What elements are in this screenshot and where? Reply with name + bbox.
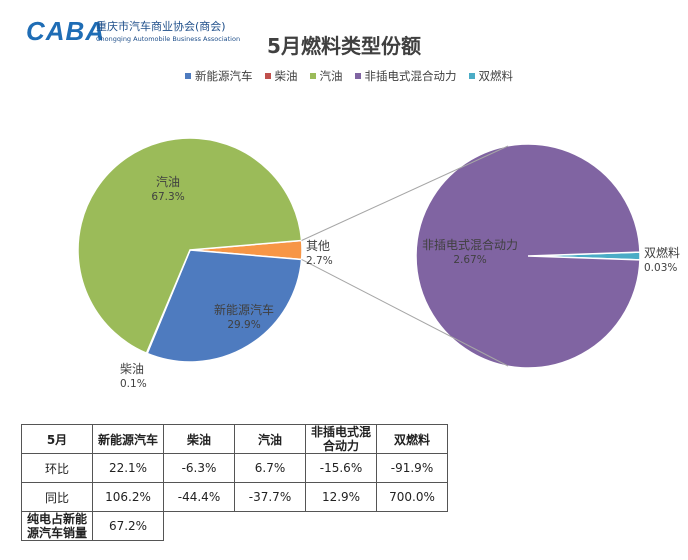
data-label-diesel: 柴油: [120, 362, 144, 376]
table-row: 同比 106.2% -44.4% -37.7% 12.9% 700.0%: [21, 482, 448, 512]
legend-swatch: [185, 73, 191, 79]
table-row-label: 环比: [21, 453, 93, 483]
logo-name-en: Chongqing Automobile Business Associatio…: [96, 35, 241, 43]
table-row: 环比 22.1% -6.3% 6.7% -15.6% -91.9%: [21, 453, 448, 483]
table-footer-row: 纯电占新能源汽车销量 67.2%: [21, 511, 448, 541]
data-label-gasoline: 汽油: [156, 174, 180, 189]
legend-item: 双燃料: [468, 68, 514, 84]
pie-slice-2: [77, 137, 303, 355]
table-cell: -6.3%: [163, 453, 235, 483]
data-label-nev: 新能源汽车: [214, 302, 274, 317]
caba-logo: CABA 重庆市汽车商业协会(商会) Chongqing Automobile …: [26, 14, 256, 50]
table-header-cell: 柴油: [163, 424, 235, 454]
table-cell: -37.7%: [234, 482, 306, 512]
connector-line-top: [301, 145, 509, 241]
table-cell: -91.9%: [376, 453, 448, 483]
data-label-other: 其他: [306, 239, 330, 253]
table-header-cell: 5月: [21, 424, 93, 454]
table-header-cell: 新能源汽车: [92, 424, 164, 454]
legend-item: 柴油: [264, 68, 298, 84]
chart-legend: 新能源汽车 柴油 汽油 非插电式混合动力 双燃料: [185, 68, 513, 84]
data-label-dual-fuel: 0.03%: [644, 262, 677, 274]
connector-line-bottom: [301, 259, 509, 367]
legend-label: 新能源汽车: [195, 69, 253, 83]
table-cell: -15.6%: [305, 453, 377, 483]
table-footer-label: 纯电占新能源汽车销量: [21, 511, 93, 541]
legend-item: 汽油: [309, 68, 343, 84]
sub-pie-slice-0: [415, 143, 641, 369]
legend-item: 非插电式混合动力: [354, 68, 457, 84]
table-header-row: 5月 新能源汽车 柴油 汽油 非插电式混合动力 双燃料: [21, 424, 448, 454]
table-cell: 106.2%: [92, 482, 164, 512]
pie-of-pie-chart: 汽油 67.3% 新能源汽车 29.9% 柴油 0.1% 其他 2.7% 非插电式混合动力 2.6…: [77, 137, 680, 390]
logo-mark: CABA: [26, 16, 106, 46]
table-header-cell: 双燃料: [376, 424, 448, 454]
pie-slice-0: [146, 249, 303, 363]
data-label-phev: 非插电式混合动力: [422, 237, 518, 252]
legend-label: 双燃料: [478, 69, 514, 83]
table-cell: 12.9%: [305, 482, 377, 512]
table-footer-value: 67.2%: [92, 511, 164, 541]
table-header-cell: 非插电式混合动力: [305, 424, 377, 454]
legend-label: 非插电式混合动力: [364, 69, 457, 83]
data-label-dual-fuel: 双燃料: [644, 245, 680, 260]
table-cell: 22.1%: [92, 453, 164, 483]
chart-title: 5月燃料类型份额: [267, 34, 421, 58]
data-label-gasoline: 67.3%: [151, 191, 184, 203]
legend-label: 汽油: [319, 69, 343, 83]
legend-swatch: [468, 73, 475, 79]
table-cell: 6.7%: [234, 453, 306, 483]
logo-name-cn: 重庆市汽车商业协会(商会): [96, 20, 226, 33]
data-label-diesel: 0.1%: [120, 378, 147, 390]
stats-table: 5月 新能源汽车 柴油 汽油 非插电式混合动力 双燃料 环比 22.1% -6.…: [21, 424, 448, 541]
legend-label: 柴油: [274, 69, 298, 83]
legend-swatch: [309, 73, 316, 79]
legend-swatch: [354, 73, 361, 79]
data-label-other: 2.7%: [306, 255, 333, 267]
data-label-nev: 29.9%: [227, 319, 260, 331]
table-cell: 700.0%: [376, 482, 448, 512]
table-row-label: 同比: [21, 482, 93, 512]
table-header-cell: 汽油: [234, 424, 306, 454]
table-cell: -44.4%: [163, 482, 235, 512]
legend-item: 新能源汽车: [185, 68, 253, 84]
legend-swatch: [264, 73, 271, 79]
data-label-phev: 2.67%: [453, 254, 486, 266]
